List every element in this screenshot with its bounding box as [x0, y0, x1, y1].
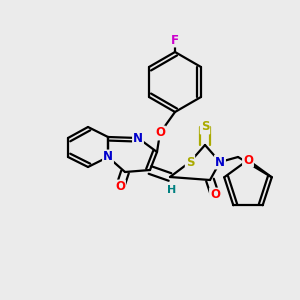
Text: N: N — [215, 155, 225, 169]
Text: H: H — [167, 185, 177, 195]
Text: F: F — [171, 34, 179, 46]
Text: S: S — [186, 155, 194, 169]
Text: S: S — [201, 121, 209, 134]
Text: O: O — [155, 127, 165, 140]
Text: O: O — [210, 188, 220, 202]
Text: N: N — [133, 131, 143, 145]
Text: O: O — [243, 154, 253, 166]
Text: O: O — [115, 181, 125, 194]
Text: N: N — [103, 151, 113, 164]
